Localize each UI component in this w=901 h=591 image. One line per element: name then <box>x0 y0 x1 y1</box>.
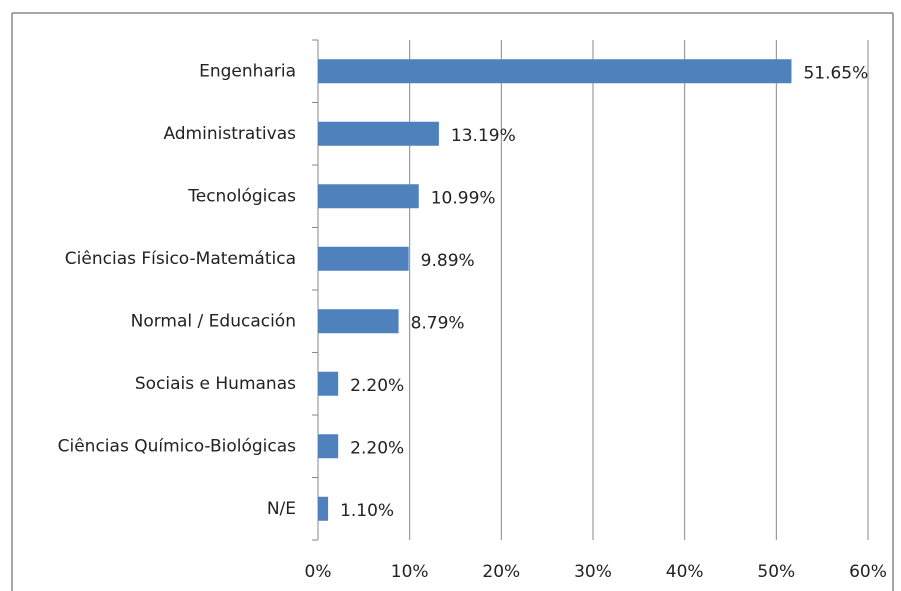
value-label: 9.89% <box>421 251 475 271</box>
x-tick-label: 60% <box>849 562 887 582</box>
bar <box>318 246 409 271</box>
value-label: 1.10% <box>340 501 394 521</box>
x-tick-label: 30% <box>574 562 612 582</box>
x-tick-label: 40% <box>666 562 704 582</box>
bar <box>318 371 339 396</box>
x-tick-label: 10% <box>391 562 429 582</box>
bar <box>318 496 329 521</box>
value-label: 13.19% <box>451 126 516 146</box>
bar <box>318 121 439 146</box>
value-label: 51.65% <box>803 63 868 83</box>
value-label: 10.99% <box>431 188 496 208</box>
y-tick-label: Engenharia <box>199 61 296 81</box>
bar <box>318 309 399 334</box>
y-tick-label: Tecnológicas <box>187 186 296 206</box>
bar <box>318 59 792 84</box>
y-tick-label: N/E <box>267 499 296 519</box>
y-tick-label: Ciências Físico-Matemática <box>65 249 296 269</box>
value-label: 2.20% <box>350 438 404 458</box>
bar <box>318 434 339 459</box>
y-tick-label: Normal / Educación <box>131 311 296 331</box>
x-tick-label: 50% <box>757 562 795 582</box>
x-tick-label: 20% <box>482 562 520 582</box>
y-tick-label: Sociais e Humanas <box>135 374 296 394</box>
y-tick-label: Administrativas <box>163 124 296 144</box>
value-label: 2.20% <box>350 376 404 396</box>
x-tick-label: 0% <box>305 562 332 582</box>
bar <box>318 184 419 209</box>
y-tick-label: Ciências Químico-Biológicas <box>58 436 297 456</box>
value-label: 8.79% <box>411 313 465 333</box>
